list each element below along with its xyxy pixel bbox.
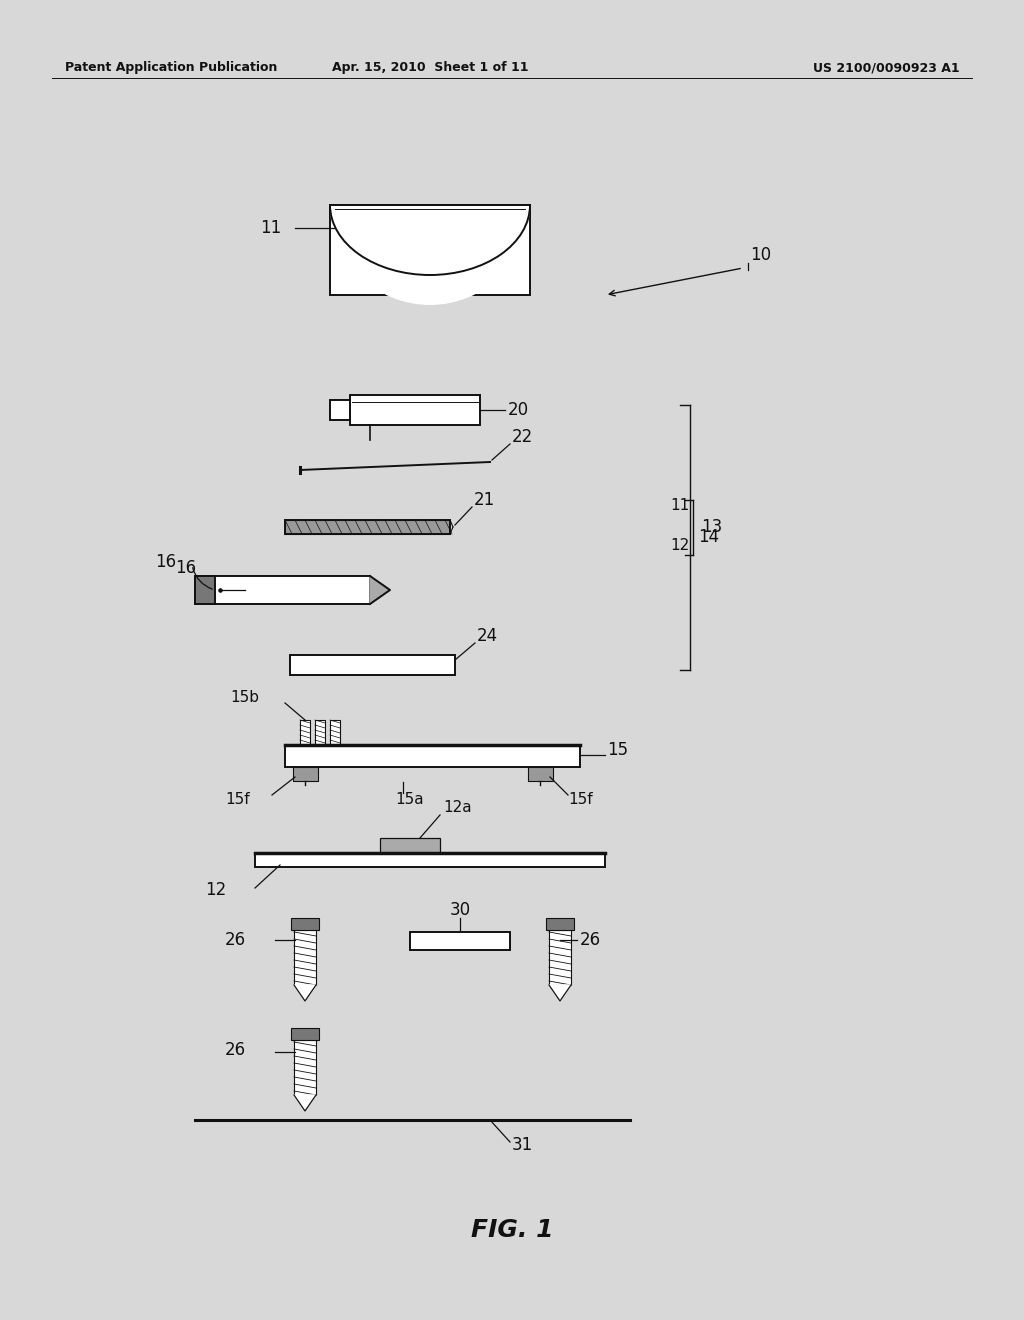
Text: US 2100/0090923 A1: US 2100/0090923 A1 xyxy=(813,62,961,74)
Bar xyxy=(410,932,510,950)
Text: 26: 26 xyxy=(225,1041,246,1059)
Text: 22: 22 xyxy=(512,428,534,446)
Text: 24: 24 xyxy=(477,627,498,645)
Polygon shape xyxy=(370,576,390,605)
Bar xyxy=(294,931,316,985)
Bar xyxy=(528,767,553,781)
Text: 31: 31 xyxy=(512,1137,534,1154)
Text: 14: 14 xyxy=(698,528,719,546)
Text: 15f: 15f xyxy=(568,792,593,807)
Text: 13: 13 xyxy=(701,517,722,536)
Text: 20: 20 xyxy=(508,401,529,418)
Bar xyxy=(350,395,480,425)
Text: 21: 21 xyxy=(474,491,496,510)
Text: 15f: 15f xyxy=(225,792,250,807)
Text: 11: 11 xyxy=(670,498,689,512)
Text: 15: 15 xyxy=(607,741,628,759)
Bar xyxy=(291,1028,319,1040)
Text: 12: 12 xyxy=(205,880,226,899)
Bar xyxy=(330,719,340,744)
Bar xyxy=(546,917,574,931)
Text: 15b: 15b xyxy=(230,689,259,705)
Text: Patent Application Publication: Patent Application Publication xyxy=(65,62,278,74)
Text: 12a: 12a xyxy=(443,800,472,816)
Bar xyxy=(294,1040,316,1096)
Text: 11: 11 xyxy=(260,219,282,238)
Bar xyxy=(330,205,530,294)
Text: 15a: 15a xyxy=(395,792,424,807)
Bar xyxy=(315,719,325,744)
Bar xyxy=(195,576,215,605)
Polygon shape xyxy=(294,985,316,1001)
Text: 10: 10 xyxy=(750,246,771,264)
Bar xyxy=(285,520,450,535)
Bar xyxy=(291,917,319,931)
Text: 30: 30 xyxy=(450,902,471,919)
Wedge shape xyxy=(330,205,530,305)
Text: 16: 16 xyxy=(155,553,176,572)
Text: Apr. 15, 2010  Sheet 1 of 11: Apr. 15, 2010 Sheet 1 of 11 xyxy=(332,62,528,74)
Bar xyxy=(549,931,571,985)
Bar xyxy=(290,655,455,675)
Bar xyxy=(195,576,370,605)
Bar xyxy=(255,853,605,867)
Polygon shape xyxy=(549,985,571,1001)
Text: FIG. 1: FIG. 1 xyxy=(471,1218,553,1242)
Bar xyxy=(380,838,440,853)
Bar xyxy=(330,400,350,420)
Bar xyxy=(300,719,310,744)
Text: 12: 12 xyxy=(670,537,689,553)
Bar xyxy=(293,767,318,781)
Text: 16: 16 xyxy=(175,558,197,577)
Bar xyxy=(285,744,580,767)
Text: 26: 26 xyxy=(225,931,246,949)
Text: 26: 26 xyxy=(580,931,601,949)
Polygon shape xyxy=(294,1096,316,1111)
